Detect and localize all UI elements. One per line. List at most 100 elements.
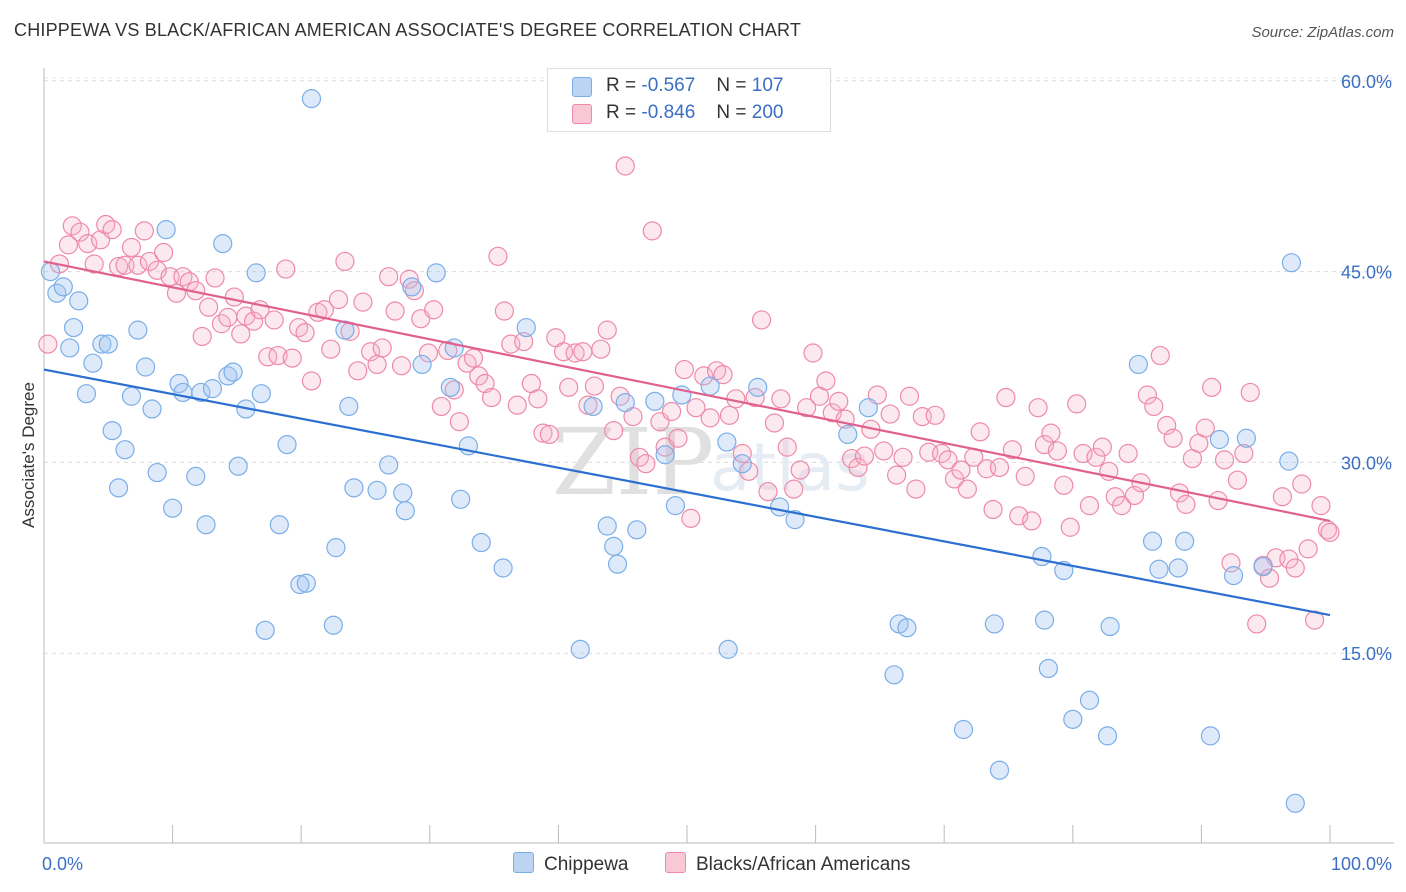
data-point bbox=[135, 357, 156, 377]
data-point bbox=[713, 365, 733, 385]
chart-title: CHIPPEWA VS BLACK/AFRICAN AMERICAN ASSOC… bbox=[14, 20, 802, 40]
data-point bbox=[218, 366, 238, 386]
data-point bbox=[301, 371, 322, 391]
data-point bbox=[301, 89, 322, 109]
data-point bbox=[732, 454, 752, 474]
data-point bbox=[758, 482, 778, 502]
data-point bbox=[514, 331, 534, 352]
data-point bbox=[96, 214, 116, 235]
bottom-legend-chippewa[interactable]: Chippewa bbox=[513, 852, 629, 876]
data-point bbox=[803, 343, 823, 363]
n-value-blacks: 200 bbox=[751, 102, 784, 123]
data-point bbox=[205, 268, 225, 288]
data-point bbox=[469, 366, 489, 386]
data-point bbox=[604, 421, 624, 441]
data-point bbox=[884, 665, 904, 685]
data-point bbox=[424, 300, 444, 320]
data-point bbox=[53, 277, 73, 297]
data-point bbox=[69, 291, 89, 311]
data-point bbox=[615, 156, 635, 176]
data-point bbox=[893, 447, 913, 467]
data-point bbox=[92, 334, 112, 354]
data-point bbox=[38, 334, 58, 354]
data-point bbox=[255, 620, 275, 640]
data-point bbox=[244, 311, 264, 331]
data-point bbox=[784, 479, 804, 499]
data-point bbox=[1097, 726, 1118, 746]
data-point bbox=[296, 573, 316, 593]
data-point bbox=[1009, 506, 1029, 526]
data-point bbox=[636, 454, 656, 474]
data-point bbox=[128, 255, 148, 275]
legend-stats-blacks: R = -0.846 N = 200 bbox=[606, 102, 783, 124]
data-point bbox=[62, 216, 82, 236]
data-point bbox=[156, 220, 176, 240]
data-point bbox=[668, 428, 688, 448]
data-point bbox=[431, 396, 451, 417]
data-point bbox=[191, 382, 211, 403]
data-point bbox=[493, 558, 513, 578]
r-label: R = bbox=[606, 75, 637, 96]
data-point bbox=[269, 515, 289, 535]
data-point bbox=[444, 338, 464, 358]
data-point bbox=[395, 501, 415, 521]
data-point bbox=[1073, 443, 1093, 464]
data-point bbox=[938, 450, 958, 470]
data-point bbox=[1253, 557, 1273, 577]
data-point bbox=[391, 356, 412, 376]
data-point bbox=[1118, 443, 1138, 464]
data-point bbox=[700, 376, 720, 396]
data-point bbox=[1320, 522, 1340, 542]
y-axis-title: Associate's Degree bbox=[19, 382, 38, 528]
data-point bbox=[1292, 474, 1312, 494]
data-point bbox=[769, 497, 790, 517]
data-point bbox=[344, 478, 364, 498]
data-point bbox=[507, 395, 527, 415]
data-point bbox=[1054, 475, 1074, 495]
data-point bbox=[1100, 616, 1120, 637]
data-point bbox=[367, 480, 387, 500]
data-point bbox=[1032, 546, 1052, 567]
data-point bbox=[1247, 614, 1267, 634]
data-point bbox=[681, 508, 701, 528]
data-point bbox=[102, 220, 122, 240]
data-point bbox=[816, 371, 836, 391]
data-point bbox=[777, 437, 797, 457]
data-point bbox=[213, 234, 233, 254]
data-point bbox=[1086, 447, 1106, 467]
data-point bbox=[60, 338, 80, 358]
data-point bbox=[321, 339, 341, 359]
data-point bbox=[277, 434, 297, 455]
data-point bbox=[70, 222, 90, 242]
data-point bbox=[399, 269, 419, 289]
data-point bbox=[353, 292, 373, 312]
data-point bbox=[674, 359, 695, 380]
data-point bbox=[1200, 726, 1221, 746]
data-point bbox=[1227, 470, 1248, 490]
data-point bbox=[231, 324, 251, 344]
data-point bbox=[1038, 658, 1058, 679]
data-point bbox=[372, 338, 392, 358]
n-label: N = bbox=[716, 102, 747, 123]
data-point bbox=[533, 423, 553, 443]
data-point bbox=[290, 574, 310, 595]
data-point bbox=[897, 618, 917, 638]
data-point bbox=[655, 445, 675, 465]
data-point bbox=[1176, 494, 1196, 514]
correlation-legend: R = -0.567 N = 107 R = -0.846 N = 200 bbox=[547, 68, 831, 132]
data-point bbox=[748, 377, 768, 397]
data-point bbox=[147, 462, 167, 483]
data-point bbox=[84, 254, 104, 274]
data-point bbox=[199, 297, 219, 317]
n-value-chippewa: 107 bbox=[751, 75, 784, 96]
n-label: N = bbox=[716, 75, 747, 96]
data-point bbox=[367, 354, 387, 375]
data-point bbox=[379, 267, 399, 287]
bottom-legend-blacks[interactable]: Blacks/African Americans bbox=[665, 852, 910, 876]
data-point bbox=[282, 348, 302, 368]
data-point bbox=[604, 536, 624, 556]
data-point bbox=[142, 399, 162, 419]
data-point bbox=[186, 466, 206, 486]
data-point bbox=[1163, 428, 1183, 448]
